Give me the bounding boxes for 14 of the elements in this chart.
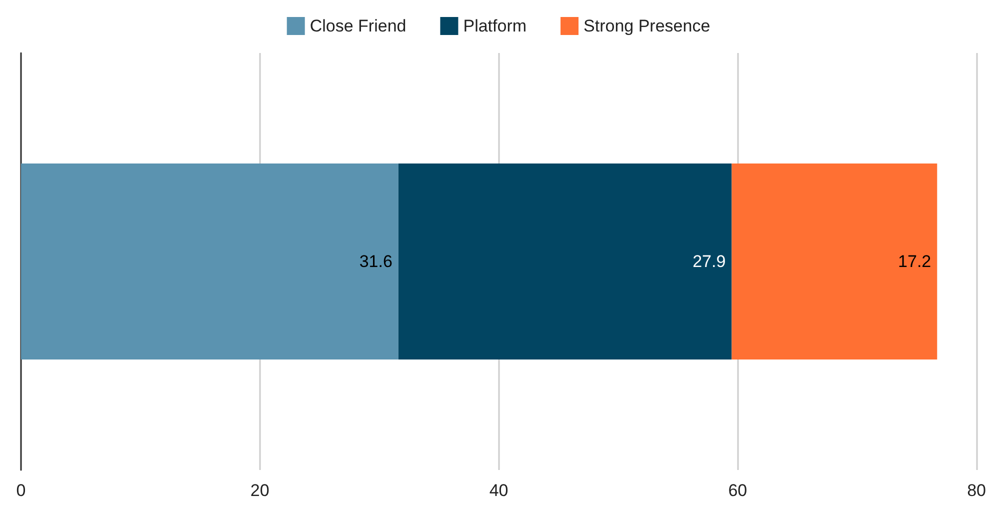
data-label: 31.6 xyxy=(359,252,392,271)
bar xyxy=(21,164,398,360)
legend-label: Close Friend xyxy=(310,16,406,36)
x-tick-label: 60 xyxy=(728,481,748,500)
legend-label: Strong Presence xyxy=(584,16,710,36)
bar xyxy=(398,164,732,360)
x-tick-label: 20 xyxy=(250,481,270,500)
legend-label: Platform xyxy=(463,16,527,36)
x-tick-label: 0 xyxy=(16,481,26,500)
bar xyxy=(732,164,938,360)
x-tick-label: 80 xyxy=(967,481,986,500)
data-label: 17.2 xyxy=(898,252,932,271)
x-tick-label: 40 xyxy=(489,481,508,500)
data-label: 27.9 xyxy=(692,252,726,271)
